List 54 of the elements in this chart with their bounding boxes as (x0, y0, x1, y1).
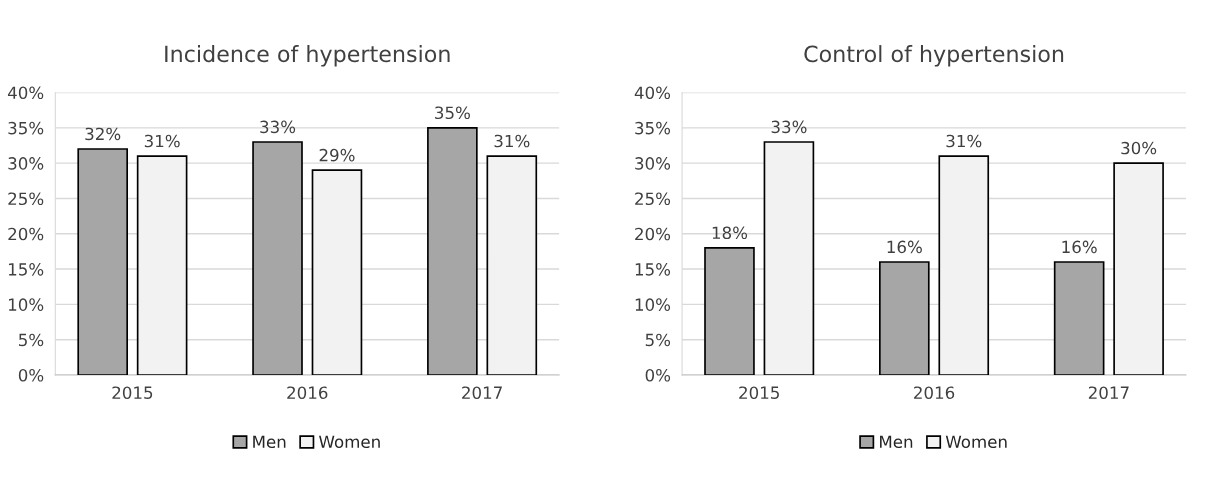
bar (427, 127, 478, 375)
data-label: 31% (946, 134, 982, 148)
legend-label: Men (880, 435, 913, 449)
bar (136, 155, 188, 375)
bar (486, 155, 538, 375)
y-tick-label: 30% (635, 157, 671, 170)
bar (77, 148, 128, 375)
bar (938, 155, 990, 375)
data-label: 18% (712, 226, 748, 240)
data-label: 35% (435, 106, 470, 120)
data-label: 29% (319, 148, 355, 162)
y-tick-label: 15% (635, 263, 671, 276)
y-tick-label: 5% (19, 333, 44, 347)
bar (704, 247, 755, 375)
data-label: 32% (85, 127, 121, 141)
x-tick-label: 2015 (112, 386, 153, 399)
y-tick-label: 30% (8, 157, 44, 170)
y-tick-label: 0% (18, 368, 44, 382)
data-label: 33% (771, 120, 807, 134)
y-tick-label: 25% (8, 192, 44, 206)
x-tick-label: 2016 (914, 386, 955, 399)
y-tick-label: 15% (8, 263, 44, 276)
data-label: 33% (260, 120, 296, 134)
legend-label: Women (319, 435, 380, 449)
bar (1053, 261, 1105, 375)
data-label: 31% (144, 134, 180, 148)
y-tick-label: 5% (645, 333, 671, 347)
x-tick-label: 2015 (739, 386, 779, 399)
y-tick-label: 0% (645, 368, 671, 382)
y-tick-label: 35% (635, 121, 671, 135)
y-tick-label: 40% (634, 86, 671, 100)
x-tick-label: 2017 (1088, 386, 1129, 399)
legend-label: Men (253, 435, 286, 449)
bar (763, 141, 815, 375)
data-label: 31% (494, 134, 530, 148)
bar (252, 141, 303, 375)
x-tick-label: 2016 (287, 386, 328, 399)
x-tick-label: 2017 (462, 386, 502, 399)
y-tick-label: 10% (635, 298, 671, 311)
data-label: 16% (1062, 240, 1097, 254)
y-tick-label: 10% (8, 298, 44, 311)
y-tick-label: 40% (7, 86, 44, 100)
data-label: 30% (1121, 141, 1157, 155)
y-tick-label: 20% (635, 227, 671, 241)
bar (879, 261, 930, 375)
legend-label: Women (945, 435, 1007, 449)
chart-title: Incidence of hypertension (165, 45, 450, 67)
y-tick-label: 25% (635, 192, 671, 206)
data-label: 16% (887, 240, 922, 254)
bar (1113, 162, 1164, 375)
y-tick-label: 35% (8, 121, 44, 135)
chart-title: Control of hypertension (804, 45, 1064, 67)
bar (311, 169, 363, 375)
y-tick-label: 20% (8, 227, 44, 241)
